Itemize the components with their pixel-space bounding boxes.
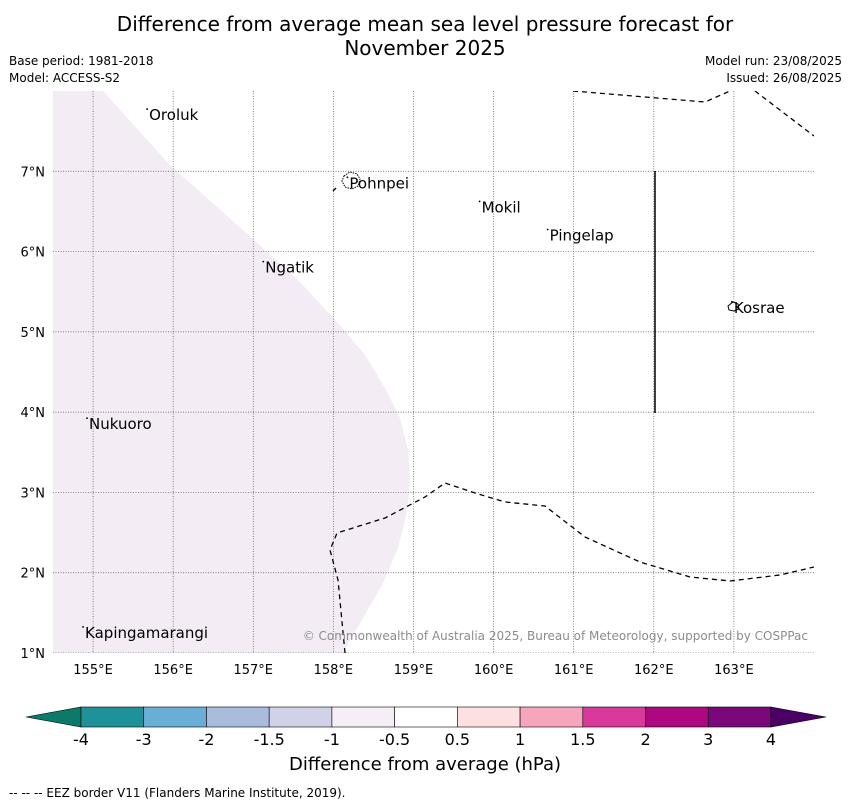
- issued-text: Issued: 26/08/2025: [726, 71, 842, 85]
- place-label: Pingelap: [550, 227, 614, 245]
- place-label: Pohnpei: [349, 174, 409, 192]
- colorbar-tick-label: 3: [703, 730, 713, 749]
- place-label: Nukuoro: [89, 415, 152, 433]
- colorbar-tick-label: 1: [515, 730, 525, 749]
- place-marker: [346, 176, 349, 179]
- eez-border-south: [329, 482, 814, 653]
- model-run-text: Model run: 23/08/2025: [704, 54, 842, 68]
- lat-tick-label: 4°N: [21, 406, 46, 421]
- meta-right: Model run: 23/08/2025 Issued: 26/08/2025: [705, 53, 842, 87]
- place-marker: [86, 417, 88, 420]
- lon-tick-label: 156°E: [153, 663, 193, 678]
- pohnpei-island: [341, 171, 361, 190]
- lon-tick-label: 159°E: [394, 663, 434, 678]
- lon-tick-label: 155°E: [73, 663, 113, 678]
- colorbar-tick-label: -0.5: [379, 730, 410, 749]
- lon-tick-label: 158°E: [314, 663, 354, 678]
- lon-tick-label: 161°E: [554, 663, 594, 678]
- place-labels: Oroluk Pohnpei Mokil Pingelap Ngatik Kosrae Nu…: [82, 106, 785, 642]
- place-label: Kosrae: [734, 299, 785, 317]
- colorbar-tick-label: 0.5: [445, 730, 470, 749]
- colorbar-segment: [80, 706, 145, 728]
- colorbar-segment: [143, 706, 207, 728]
- place-marker: [546, 228, 549, 231]
- colorbar-segment: [268, 706, 333, 728]
- eez-footnote: -- -- -- EEZ border V11 (Flanders Marine…: [9, 786, 346, 800]
- colorbar-extend-high: [770, 706, 827, 728]
- lat-tick-label: 5°N: [21, 326, 46, 341]
- map-area: Oroluk Pohnpei Mokil Pingelap Ngatik Kosrae Nu…: [53, 91, 814, 653]
- lon-tick-label: 162°E: [634, 663, 674, 678]
- shaded-anomaly-region: [53, 91, 410, 653]
- base-period-text: Base period: 1981-2018: [9, 54, 154, 68]
- colorbar-segment: [582, 706, 646, 728]
- map-canvas: Oroluk Pohnpei Mokil Pingelap Ngatik Kosrae Nu…: [21, 91, 827, 749]
- eez-border-fragment: [332, 187, 337, 192]
- colorbar-segment: [206, 706, 270, 728]
- place-label: Kapingamarangi: [85, 624, 208, 642]
- colorbar-tick-label: 4: [766, 730, 776, 749]
- lon-tick-label: 157°E: [233, 663, 273, 678]
- colorbar-label: Difference from average (hPa): [288, 754, 562, 775]
- lat-tick-label: 6°N: [21, 246, 46, 261]
- gridlines: [53, 91, 814, 653]
- colorbar-segment: [457, 706, 521, 728]
- place-label: Ngatik: [265, 259, 314, 277]
- lat-tick-label: 2°N: [21, 567, 46, 582]
- colorbar-extend-low: [25, 706, 82, 728]
- place-marker: [262, 260, 265, 263]
- eez-border-top: [572, 91, 814, 137]
- lat-tick-label: 7°N: [21, 165, 46, 180]
- lon-tick-label: 160°E: [474, 663, 514, 678]
- title-line-2: November 2025: [344, 36, 506, 60]
- place-label: Mokil: [482, 198, 521, 216]
- lat-tick-label: 3°N: [21, 486, 46, 501]
- place-marker: [730, 300, 733, 303]
- copyright-text: © Commonwealth of Australia 2025, Bureau…: [303, 629, 808, 643]
- colorbar-segment: [645, 706, 709, 728]
- colorbar-tick-label: 1.5: [570, 730, 595, 749]
- colorbar-tick-label: -2: [198, 730, 214, 749]
- colorbar-tick-label: -4: [73, 730, 89, 749]
- axis-labels: 155°E 156°E 157°E 158°E 159°E 160°E 161°E 162°E…: [21, 165, 754, 678]
- colorbar: -4 -3 -2 -1.5 -1 -0.5 0.5 1 1.5 2 3 4: [25, 706, 827, 749]
- colorbar-segment: [394, 706, 458, 728]
- colorbar-segment: [707, 706, 772, 728]
- meta-left: Base period: 1981-2018 Model: ACCESS-S2: [9, 53, 154, 87]
- lon-tick-label: 163°E: [714, 663, 754, 678]
- place-marker: [478, 200, 481, 203]
- colorbar-segment: [331, 706, 395, 728]
- colorbar-tick-label: -1: [324, 730, 340, 749]
- colorbar-tick-label: 2: [640, 730, 650, 749]
- colorbar-tick-label: -3: [136, 730, 152, 749]
- kosrae-island: [727, 301, 740, 312]
- place-marker: [82, 626, 84, 628]
- model-text: Model: ACCESS-S2: [9, 71, 121, 85]
- place-marker: [146, 108, 149, 110]
- title-line-1: Difference from average mean sea level p…: [116, 12, 734, 36]
- place-label: Oroluk: [149, 106, 198, 124]
- map-title: Difference from average mean sea level p…: [0, 12, 850, 60]
- colorbar-tick-label: -1.5: [254, 730, 285, 749]
- lat-tick-label: 1°N: [21, 647, 46, 662]
- colorbar-segment: [519, 706, 584, 728]
